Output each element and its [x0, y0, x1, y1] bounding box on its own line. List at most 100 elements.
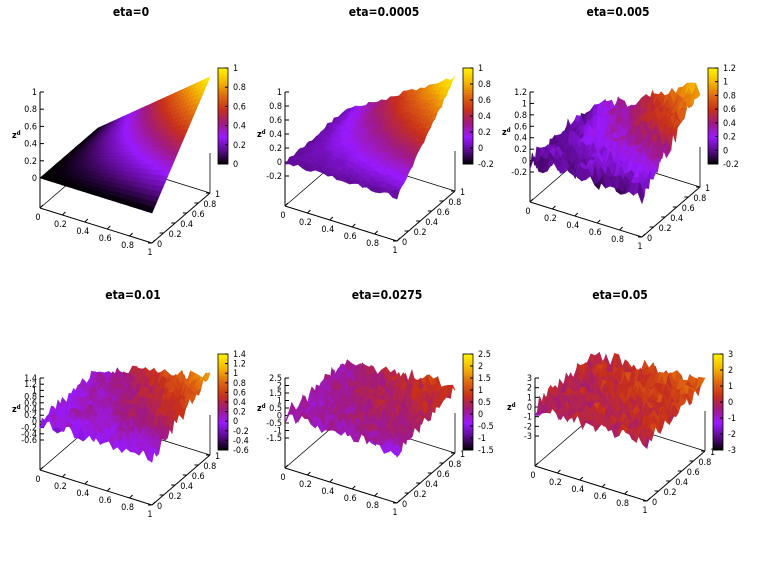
colorbar-segment — [218, 106, 228, 110]
z-tick-label: -1 — [524, 413, 532, 423]
colorbar-segment — [713, 421, 723, 425]
x-tick-label: 1 — [392, 508, 397, 518]
colorbar-segment — [463, 108, 473, 112]
y-tick-label: 1 — [215, 190, 220, 200]
colorbar-segment — [463, 404, 473, 408]
colorbar-segment — [218, 120, 228, 124]
colorbar-segment — [218, 380, 228, 384]
panel-title: eta=0.05 — [592, 288, 647, 302]
x-tick — [596, 219, 601, 224]
colorbar-segment — [463, 414, 473, 417]
colorbar-segment — [708, 111, 718, 115]
colorbar-tick-label: 0.5 — [478, 398, 491, 408]
colorbar-segment — [463, 125, 473, 129]
colorbar-segment — [463, 120, 473, 124]
colorbar-segment — [713, 418, 723, 422]
y-axis-line — [151, 192, 211, 244]
z-tick-label: 0.2 — [514, 145, 527, 155]
y-tick-label: 0.8 — [203, 462, 216, 472]
colorbar-frame — [707, 67, 719, 165]
z-tick-label: 1.4 — [24, 374, 37, 384]
colorbar-segment — [463, 418, 473, 422]
colorbar-segment — [218, 82, 228, 86]
colorbar-segment — [463, 96, 473, 100]
z-tick-label: 0.4 — [24, 405, 37, 415]
colorbar-segment — [708, 84, 718, 88]
colorbar-segment — [218, 366, 228, 369]
colorbar-segment — [218, 118, 228, 122]
z-tick-label: 0 — [32, 417, 37, 427]
colorbar-tick-label: 0.6 — [233, 388, 246, 398]
colorbar-segment — [463, 92, 473, 95]
colorbar-segment — [463, 387, 473, 391]
y-tick-label: 0.8 — [448, 460, 461, 470]
x-axis-line — [284, 467, 398, 504]
colorbar-segment — [713, 440, 723, 444]
colorbar-segment — [463, 397, 473, 401]
colorbar-segment — [463, 142, 473, 146]
colorbar-tick-label: 0 — [728, 398, 733, 408]
colorbar-segment — [708, 89, 718, 93]
colorbar-tick-label: 0.2 — [233, 408, 246, 418]
colorbar-segment — [463, 394, 473, 398]
surface-cell — [392, 445, 400, 458]
colorbar-segment — [218, 75, 228, 79]
colorbar-segment — [713, 385, 723, 389]
x-tick — [84, 218, 89, 223]
colorbar-segment — [218, 96, 228, 100]
colorbar-segment — [463, 72, 473, 76]
surface-panel-1: eta=0.0005-0.200.20.40.60.81zd00.20.40.6… — [257, 5, 494, 256]
y-axis-line — [646, 450, 706, 502]
colorbar-tick-label: 0.6 — [478, 96, 491, 106]
colorbar-segment — [218, 390, 228, 393]
colorbar-segment — [463, 447, 473, 451]
colorbar-segment — [218, 147, 228, 151]
surface-panel-4: eta=0.0275-1.5-1-0.500.511.522.5zd00.20.… — [257, 288, 494, 518]
colorbar-segment — [218, 87, 228, 91]
colorbar-segment — [218, 409, 228, 413]
z-tick-label: 1 — [277, 88, 282, 98]
colorbar-segment — [713, 392, 723, 396]
y-tick-label: 0.4 — [180, 220, 193, 230]
colorbar-tick-label: 1 — [233, 64, 238, 74]
surface-mesh — [39, 365, 211, 463]
colorbar-segment — [713, 370, 723, 374]
colorbar-segment — [463, 89, 473, 93]
colorbar-segment — [463, 390, 473, 393]
y-tick-label: 0.4 — [180, 482, 193, 492]
colorbar-segment — [713, 416, 723, 420]
surface-cell — [203, 372, 211, 381]
z-tick-label: -2 — [524, 422, 532, 432]
colorbar-segment — [463, 416, 473, 420]
x-tick — [329, 478, 334, 483]
x-tick — [396, 237, 401, 242]
colorbar-segment — [218, 156, 228, 160]
z-tick-label: 0 — [277, 158, 282, 168]
colorbar-segment — [218, 361, 228, 365]
colorbar-segment — [708, 123, 718, 127]
colorbar-segment — [708, 137, 718, 141]
colorbar-segment — [218, 154, 228, 158]
z-axis-label: zd — [12, 130, 21, 141]
colorbar-segment — [218, 113, 228, 117]
colorbar-tick-label: -3 — [728, 446, 736, 456]
colorbar-tick-label: -0.2 — [723, 160, 739, 170]
colorbar-segment — [708, 130, 718, 134]
colorbar-segment — [218, 70, 228, 74]
y-tick-label: 0.4 — [675, 478, 688, 488]
colorbar-segment — [463, 82, 473, 86]
z-tick-label: 0 — [277, 412, 282, 422]
surface-cell — [637, 181, 645, 205]
colorbar-segment — [713, 426, 723, 429]
colorbar-tick-label: 0.8 — [478, 80, 491, 90]
z-tick-label: 0.8 — [24, 105, 37, 115]
colorbar-segment — [713, 414, 723, 417]
x-tick-label: 0.4 — [571, 485, 584, 495]
surface-mesh — [529, 82, 701, 205]
colorbar-segment — [218, 142, 228, 146]
x-tick-label: 0.2 — [544, 214, 557, 224]
y-tick-label: 0.6 — [682, 204, 695, 214]
colorbar-segment — [218, 130, 228, 134]
colorbar-segment — [708, 116, 718, 119]
colorbar-segment — [463, 378, 473, 381]
